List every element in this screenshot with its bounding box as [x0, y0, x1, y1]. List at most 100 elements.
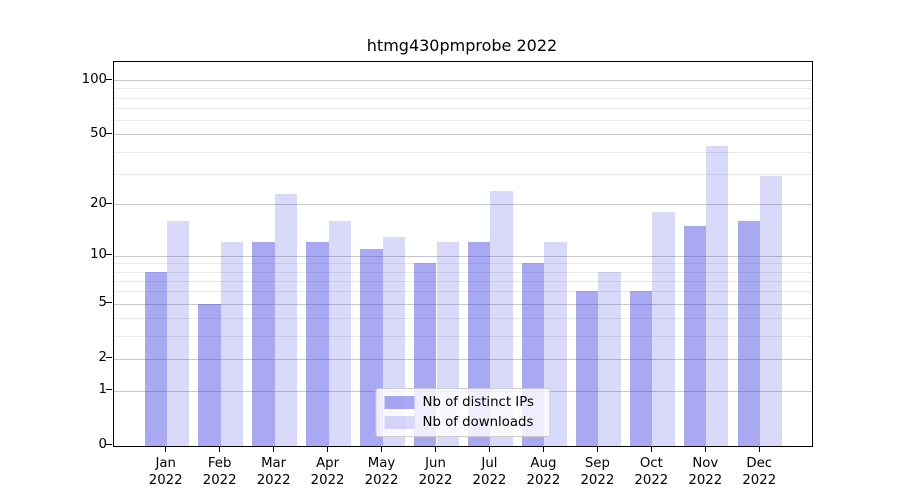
x-tick-year: 2022	[742, 473, 777, 488]
y-tick-mark	[106, 444, 112, 446]
x-tick-year: 2022	[688, 473, 723, 488]
gridline-minor	[114, 271, 812, 273]
bar-nb-of-downloads-nov	[706, 145, 729, 446]
x-tick-mark	[273, 445, 275, 452]
x-tick-year: 2022	[580, 473, 615, 488]
x-tick-year: 2022	[202, 473, 237, 488]
bar-nb-of-distinct-ips-apr	[306, 242, 329, 446]
bar-nb-of-distinct-ips-oct	[630, 291, 653, 446]
legend-label: Nb of distinct IPs	[422, 395, 534, 410]
y-tick-mark	[106, 202, 112, 205]
x-tick-month: Dec	[746, 455, 773, 471]
gridline-major	[114, 303, 812, 305]
y-tick-label: 1	[98, 382, 107, 398]
bar-nb-of-downloads-jul	[490, 190, 513, 446]
bar-nb-of-distinct-ips-mar	[252, 242, 275, 446]
x-tick-mark	[434, 445, 437, 452]
x-tick-year: 2022	[256, 473, 291, 488]
gridline-major	[114, 134, 812, 136]
x-tick-year: 2022	[472, 473, 507, 488]
x-tick-month: Mar	[261, 455, 287, 471]
x-tick-month: Jul	[481, 455, 498, 471]
plot-area: Nb of distinct IPs Nb of downloads	[113, 61, 813, 447]
bar-nb-of-downloads-oct	[652, 212, 675, 446]
x-tick-mark	[488, 445, 491, 452]
x-tick-mark	[380, 445, 383, 452]
gridline-minor	[114, 291, 812, 293]
y-tick-mark	[106, 132, 112, 135]
x-tick-month: May	[367, 455, 396, 471]
x-tick-year: 2022	[310, 473, 345, 488]
bar-nb-of-distinct-ips-jan	[144, 271, 167, 446]
y-tick-mark	[106, 302, 112, 304]
x-tick-label: Mar 2022	[239, 455, 309, 490]
gridline-minor	[114, 120, 812, 122]
x-tick-mark	[542, 445, 545, 452]
legend-item-2: Nb of downloads	[384, 414, 542, 431]
x-tick-label: Aug 2022	[508, 455, 578, 490]
gridline-minor	[114, 88, 812, 90]
y-tick-mark	[106, 357, 112, 359]
bar-nb-of-downloads-mar	[274, 193, 297, 446]
x-tick-mark	[596, 445, 599, 452]
gridline-minor	[114, 263, 812, 265]
x-tick-label: Jul 2022	[454, 455, 524, 490]
x-tick-month: Oct	[639, 455, 663, 471]
x-tick-label: Sep 2022	[562, 455, 632, 490]
x-tick-month: Jan	[155, 455, 176, 471]
x-tick-label: Apr 2022	[293, 455, 363, 490]
x-tick-label: Dec 2022	[724, 455, 794, 490]
bar-nb-of-downloads-feb	[220, 242, 243, 446]
y-tick-label: 50	[90, 125, 107, 141]
x-tick-month: Feb	[207, 455, 232, 471]
legend-item-1: Nb of distinct IPs	[384, 394, 542, 411]
x-tick-mark	[219, 445, 221, 452]
bar-nb-of-downloads-apr	[328, 221, 351, 446]
y-tick-mark	[106, 254, 112, 256]
gridline-minor	[114, 280, 812, 282]
legend-swatch-icon	[384, 396, 415, 409]
x-tick-month: Aug	[530, 455, 557, 471]
x-tick-mark	[165, 445, 167, 452]
bar-nb-of-distinct-ips-dec	[738, 221, 761, 446]
gridline-minor	[114, 151, 812, 153]
x-tick-label: Jan 2022	[131, 455, 201, 490]
x-tick-month: Sep	[584, 455, 610, 471]
y-tick-label: 20	[90, 195, 107, 211]
x-tick-year: 2022	[634, 473, 669, 488]
x-tick-label: May 2022	[347, 455, 417, 490]
legend-swatch-icon	[384, 416, 415, 429]
x-tick-mark	[650, 445, 653, 452]
y-tick-label: 5	[98, 295, 107, 311]
x-tick-label: Oct 2022	[616, 455, 686, 490]
y-tick-label: 0	[98, 437, 107, 452]
chart-title: htmg430pmprobe 2022	[366, 36, 558, 55]
x-tick-mark	[326, 445, 329, 452]
gridline-major	[114, 204, 812, 206]
bar-nb-of-downloads-dec	[760, 176, 783, 446]
x-tick-year: 2022	[364, 473, 399, 488]
y-tick-label: 2	[98, 350, 107, 366]
y-tick-mark	[106, 389, 112, 391]
gridline-major	[114, 255, 812, 257]
gridline-minor	[114, 97, 812, 99]
gridline-minor	[114, 108, 812, 110]
y-tick-mark	[106, 78, 112, 80]
legend-label: Nb of downloads	[422, 415, 534, 430]
y-tick-label: 10	[90, 247, 107, 263]
x-tick-month: Apr	[316, 455, 340, 471]
gridline-major	[114, 80, 812, 82]
y-tick-label: 100	[81, 71, 107, 87]
x-tick-year: 2022	[148, 473, 183, 488]
x-tick-year: 2022	[526, 473, 561, 488]
x-tick-mark	[704, 445, 706, 452]
x-tick-year: 2022	[418, 473, 453, 488]
x-tick-label: Nov 2022	[670, 455, 740, 490]
x-tick-month: Nov	[692, 455, 719, 471]
gridline-minor	[114, 335, 812, 337]
x-tick-label: Jun 2022	[401, 455, 471, 490]
gridline-minor	[114, 173, 812, 175]
legend: Nb of distinct IPs Nb of downloads	[375, 388, 551, 437]
x-tick-label: Feb 2022	[185, 455, 255, 490]
